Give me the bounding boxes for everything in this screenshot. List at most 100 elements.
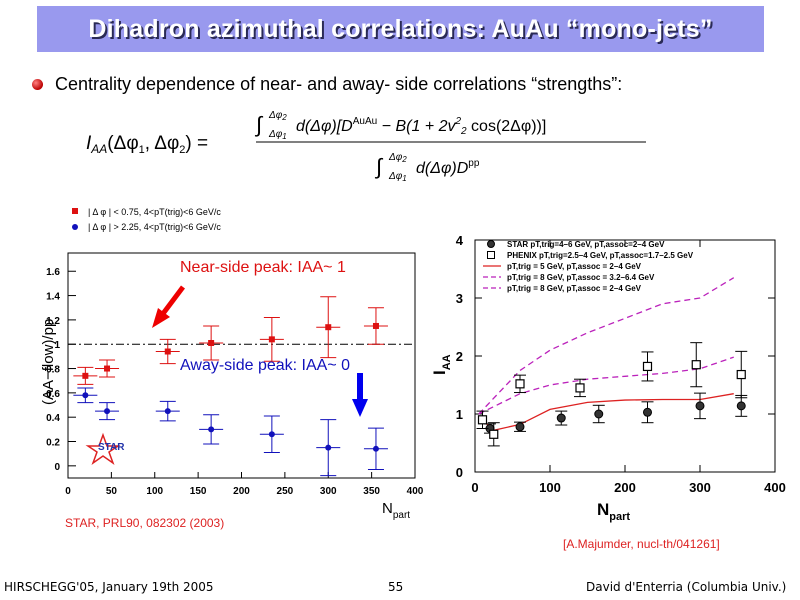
y-tick-label: 0 (54, 462, 60, 473)
svg-text:Δφ1: Δφ1 (268, 129, 287, 141)
data-point-away (325, 444, 332, 451)
x-tick-label: 300 (689, 480, 711, 495)
y-tick-label: 0.6 (46, 389, 60, 400)
right-legend: STAR pT,trig=4–6 GeV, pT,assoc=2–4 GeV PH… (483, 240, 694, 293)
data-point-phenix (489, 429, 499, 439)
data-point-away (268, 431, 275, 438)
legend-label: pT,trig = 8 GeV, pT,assoc = 2–4 GeV (507, 284, 642, 293)
slide-title: Dihadron azimuthal correlations: AuAu “m… (88, 14, 713, 43)
svg-text:∫: ∫ (374, 154, 384, 179)
x-tick-label: 0 (471, 480, 478, 495)
y-tick-label: 1.4 (46, 292, 60, 303)
right-reference: [A.Majumder, nucl-th/041261] (563, 537, 720, 551)
data-point-phenix (691, 360, 701, 370)
data-point-star (643, 407, 652, 417)
blue-arrow-icon (352, 373, 368, 417)
data-point-away (208, 426, 215, 433)
data-point-star (515, 422, 525, 432)
data-point-away (372, 445, 379, 452)
bullet-row: Centrality dependence of near- and away-… (32, 74, 622, 95)
legend-marker-away (72, 224, 78, 230)
footer-right: David d'Enterria (Columbia Univ.) (586, 580, 787, 594)
x-tick-label: 150 (190, 486, 207, 497)
footer-page-number: 55 (388, 580, 404, 594)
data-point-near (164, 348, 171, 355)
x-tick-label: 250 (277, 486, 294, 497)
y-tick-label: 1 (456, 407, 463, 422)
x-tick-label: 200 (614, 480, 636, 495)
legend-marker-near (72, 208, 78, 214)
x-axis-label: Npart (382, 500, 410, 521)
data-point-away (164, 408, 171, 415)
near-side-label: Near-side peak: IAA~ 1 (180, 259, 346, 276)
x-tick-label: 100 (146, 486, 163, 497)
data-point-near (82, 372, 89, 379)
legend-label: pT,trig = 5 GeV, pT,assoc = 2–4 GeV (507, 262, 642, 271)
legend-marker-phenix (487, 251, 495, 259)
away-side-label: Away-side peak: IAA~ 0 (180, 357, 350, 374)
data-point-away (104, 408, 111, 415)
data-point-phenix (575, 383, 585, 393)
legend-label: PHENIX pT,trig=2.5–4 GeV, pT,assoc=1.7–2… (507, 251, 694, 260)
red-arrow-icon (152, 285, 185, 328)
data-point-star (556, 413, 566, 423)
legend-label-near: | Δ φ | < 0.75, 4<pT(trig)<6 GeV/c (88, 207, 221, 217)
y-tick-label: 1 (54, 340, 60, 351)
legend-label: STAR pT,trig=4–6 GeV, pT,assoc=2–4 GeV (507, 240, 665, 249)
y-axis-label: (AA−flow)/pp (40, 319, 57, 405)
x-tick-label: 400 (407, 486, 424, 497)
legend-marker-star (487, 240, 495, 248)
svg-text:Δφ1: Δφ1 (388, 171, 407, 183)
x-tick-label: 200 (233, 486, 250, 497)
data-point-phenix (642, 361, 653, 372)
data-point-phenix (515, 379, 525, 389)
svg-text:IAA(Δφ1, Δφ2) =: IAA(Δφ1, Δφ2) = (86, 133, 208, 156)
x-tick-label: 300 (320, 486, 337, 497)
footer-left: HIRSCHEGG'05, January 19th 2005 (4, 580, 214, 594)
iaa-formula: IAA(Δφ1, Δφ2) = ∫ Δφ2 Δφ1 d(Δφ)[DAuAu − … (86, 110, 646, 183)
y-tick-label: 0 (456, 465, 463, 480)
y-tick-label: 4 (456, 233, 464, 248)
theory-curve (478, 277, 735, 415)
data-point-near (104, 365, 111, 372)
x-tick-label: 350 (363, 486, 380, 497)
star-logo: STAR (85, 432, 125, 465)
data-point-phenix (477, 415, 488, 425)
svg-text:Δφ2: Δφ2 (388, 152, 407, 164)
y-axis-label: IAA (430, 354, 453, 375)
theory-curve (478, 393, 734, 431)
data-point-star (736, 401, 746, 411)
x-tick-label: 100 (539, 480, 561, 495)
bullet-icon (32, 79, 43, 90)
y-tick-label: 3 (456, 291, 463, 306)
data-point-near (325, 324, 332, 331)
data-point-phenix (736, 369, 746, 380)
bullet-text: Centrality dependence of near- and away-… (55, 74, 623, 94)
data-point-star (695, 401, 705, 411)
legend-label-away: | Δ φ | > 2.25, 4<pT(trig)<6 GeV/c (88, 222, 221, 232)
legend-label: pT,trig = 8 GeV, pT,assoc = 3.2–6.4 GeV (507, 273, 655, 282)
left-chart: | Δ φ | < 0.75, 4<pT(trig)<6 GeV/c | Δ φ… (40, 207, 424, 530)
star-logo-text: STAR (98, 442, 125, 453)
y-tick-label: 1.2 (46, 316, 60, 327)
y-tick-label: 2 (456, 349, 463, 364)
data-point-away (82, 392, 89, 399)
data-point-star (594, 409, 604, 419)
data-point-near (268, 336, 275, 343)
y-tick-label: 0.8 (46, 365, 60, 376)
data-point-near (372, 322, 379, 329)
y-tick-label: 0.2 (46, 438, 60, 449)
svg-text:∫: ∫ (254, 112, 264, 137)
title-bar: Dihadron azimuthal correlations: AuAu “m… (37, 6, 764, 52)
x-tick-label: 0 (65, 486, 71, 497)
left-reference: STAR, PRL90, 082302 (2003) (65, 516, 224, 530)
x-tick-label: 50 (106, 486, 118, 497)
svg-text:Δφ2: Δφ2 (268, 110, 287, 122)
x-tick-label: 400 (764, 480, 786, 495)
left-legend: | Δ φ | < 0.75, 4<pT(trig)<6 GeV/c | Δ φ… (72, 207, 221, 232)
y-tick-label: 1.6 (46, 267, 60, 278)
svg-text:d(Δφ)Dpp: d(Δφ)Dpp (416, 158, 480, 177)
y-tick-label: 0.4 (46, 413, 60, 424)
svg-text:d(Δφ)[DAuAu − B(1 + 2v22 cos(2: d(Δφ)[DAuAu − B(1 + 2v22 cos(2Δφ))] (296, 116, 546, 137)
data-point-near (208, 340, 215, 346)
